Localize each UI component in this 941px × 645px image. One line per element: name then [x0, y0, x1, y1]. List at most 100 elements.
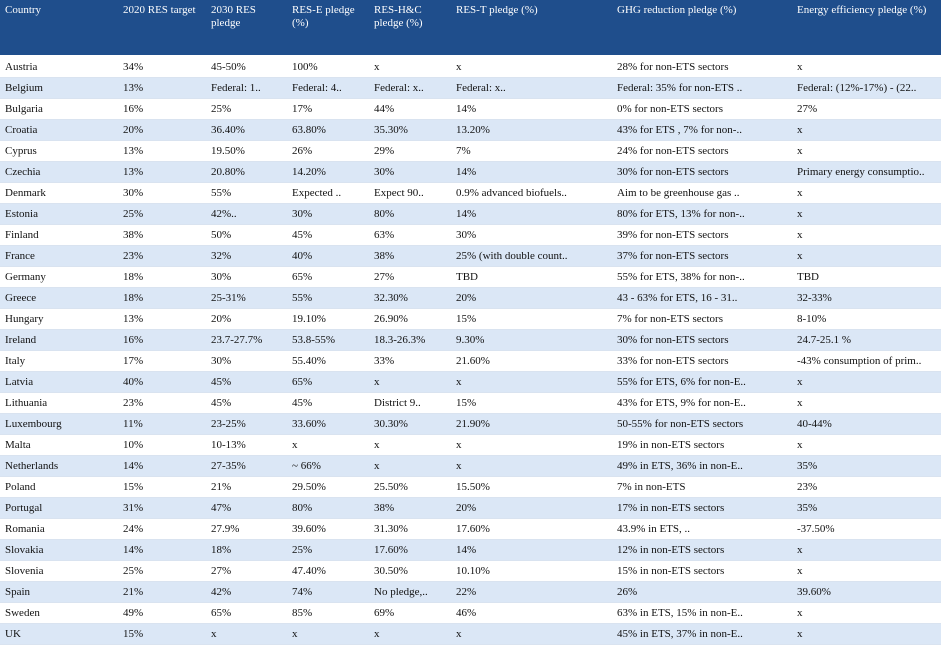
table-cell: 26.90%	[369, 308, 451, 330]
table-cell: 21.90%	[451, 413, 612, 435]
table-cell: Federal: 35% for non-ETS ..	[612, 77, 792, 99]
table-cell: 28% for non-ETS sectors	[612, 56, 792, 78]
table-cell: 17% in non-ETS sectors	[612, 497, 792, 519]
table-row: Austria 34% 45-50% 100% x x 28% for non-ETS se…	[0, 56, 941, 78]
table-cell: 10%	[118, 434, 206, 456]
table-cell: 30%	[206, 350, 287, 372]
table-cell: 80%	[369, 203, 451, 225]
table-cell: 43 - 63% for ETS, 16 - 31..	[612, 287, 792, 309]
table-cell: 19.50%	[206, 140, 287, 162]
country-cell: Sweden	[0, 602, 118, 624]
table-cell: 12% in non-ETS sectors	[612, 539, 792, 561]
table-cell: 27%	[369, 266, 451, 288]
table-cell: 45%	[206, 392, 287, 414]
table-cell: 11%	[118, 413, 206, 435]
table-row: Poland 15% 21% 29.50% 25.50% 15.50% 7% in non-…	[0, 476, 941, 498]
table-row: Portugal 31% 47% 80% 38% 20% 17% in non-ETS se…	[0, 497, 941, 519]
table-cell: 25%	[206, 98, 287, 120]
table-row: Finland 38% 50% 45% 63% 30% 39% for non-ETS se…	[0, 224, 941, 246]
table-cell: 43% for ETS , 7% for non-..	[612, 119, 792, 141]
table-cell: x	[369, 623, 451, 645]
table-cell: 47.40%	[287, 560, 369, 582]
table-cell: 65%	[206, 602, 287, 624]
column-header: 2020 RES target	[118, 0, 206, 57]
table-cell: 14.20%	[287, 161, 369, 183]
table-cell: 24% for non-ETS sectors	[612, 140, 792, 162]
table-row: Slovenia 25% 27% 47.40% 30.50% 10.10% 15% in n…	[0, 560, 941, 582]
table-cell: x	[792, 224, 941, 246]
table-cell: 25.50%	[369, 476, 451, 498]
table-cell: 47%	[206, 497, 287, 519]
country-cell: France	[0, 245, 118, 267]
country-cell: Greece	[0, 287, 118, 309]
table-row: Greece 18% 25-31% 55% 32.30% 20% 43 - 63% for …	[0, 287, 941, 309]
country-cell: Poland	[0, 476, 118, 498]
country-cell: Hungary	[0, 308, 118, 330]
table-cell: 30%	[118, 182, 206, 204]
country-cell: Slovakia	[0, 539, 118, 561]
country-cell: Italy	[0, 350, 118, 372]
table-cell: x	[792, 434, 941, 456]
table-cell: x	[792, 245, 941, 267]
table-row: Italy 17% 30% 55.40% 33% 21.60% 33% for non-ET…	[0, 350, 941, 372]
table-cell: x	[369, 371, 451, 393]
table-cell: 17.60%	[451, 518, 612, 540]
table-cell: 80% for ETS, 13% for non-..	[612, 203, 792, 225]
table-cell: 14%	[451, 98, 612, 120]
table-cell: 100%	[287, 56, 369, 78]
table-cell: 53.8-55%	[287, 329, 369, 351]
table-cell: 30% for non-ETS sectors	[612, 329, 792, 351]
table-cell: 45-50%	[206, 56, 287, 78]
country-cell: Netherlands	[0, 455, 118, 477]
country-cell: Austria	[0, 56, 118, 78]
table-cell: 14%	[118, 455, 206, 477]
table-cell: TBD	[451, 266, 612, 288]
table-cell: 26%	[287, 140, 369, 162]
table-cell: 31%	[118, 497, 206, 519]
table-cell: 30%	[206, 266, 287, 288]
table-cell: x	[451, 623, 612, 645]
table-cell: 38%	[369, 497, 451, 519]
country-cell: Portugal	[0, 497, 118, 519]
country-cell: Latvia	[0, 371, 118, 393]
table-cell: 40%	[287, 245, 369, 267]
table-cell: 39% for non-ETS sectors	[612, 224, 792, 246]
table-cell: 20%	[451, 497, 612, 519]
table-cell: 55%	[287, 287, 369, 309]
table-cell: x	[369, 434, 451, 456]
table-cell: 25%	[287, 539, 369, 561]
table-cell: x	[451, 455, 612, 477]
table-cell: 74%	[287, 581, 369, 603]
table-cell: 65%	[287, 371, 369, 393]
table-cell: 33.60%	[287, 413, 369, 435]
table-row: Czechia 13% 20.80% 14.20% 30% 14% 30% for non-…	[0, 161, 941, 183]
table-cell: 80%	[287, 497, 369, 519]
table-cell: 8-10%	[792, 308, 941, 330]
country-cell: Luxembourg	[0, 413, 118, 435]
table-cell: 25% (with double count..	[451, 245, 612, 267]
table-cell: x	[451, 371, 612, 393]
country-cell: Romania	[0, 518, 118, 540]
table-cell: 18%	[118, 287, 206, 309]
table-cell: 63%	[369, 224, 451, 246]
table-cell: 38%	[369, 245, 451, 267]
country-cell: Denmark	[0, 182, 118, 204]
table-cell: x	[369, 455, 451, 477]
table-cell: 50-55% for non-ETS sectors	[612, 413, 792, 435]
table-cell: x	[369, 56, 451, 78]
table-cell: 15%	[118, 476, 206, 498]
table-cell: 19% in non-ETS sectors	[612, 434, 792, 456]
table-cell: Expected ..	[287, 182, 369, 204]
table-cell: 30.50%	[369, 560, 451, 582]
table-cell: 25-31%	[206, 287, 287, 309]
table-cell: 23%	[118, 245, 206, 267]
table-cell: x	[206, 623, 287, 645]
table-cell: 39.60%	[792, 581, 941, 603]
table-cell: 33%	[369, 350, 451, 372]
table-cell: 24%	[118, 518, 206, 540]
table-cell: 27-35%	[206, 455, 287, 477]
table-cell: 23%	[118, 392, 206, 414]
table-cell: 24.7-25.1 %	[792, 329, 941, 351]
table-cell: 25%	[118, 203, 206, 225]
